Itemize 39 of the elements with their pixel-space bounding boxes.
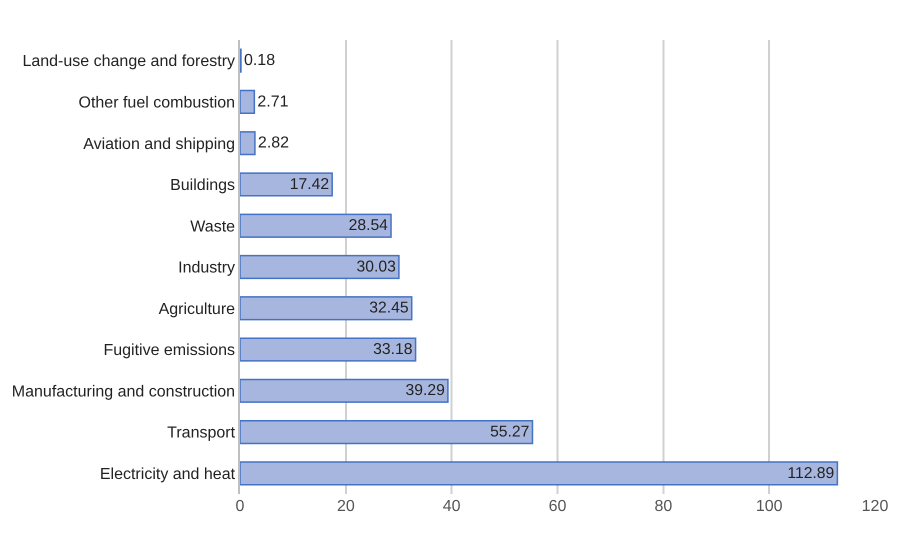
bar [240, 214, 392, 238]
x-tick-label: 100 [756, 498, 783, 515]
data-label: 32.45 [369, 300, 409, 317]
data-label: 2.82 [258, 134, 290, 152]
data-label: 33.18 [373, 340, 413, 358]
bar [240, 296, 412, 320]
bar [240, 378, 449, 403]
y-tick-label: Land-use change and forestry [22, 53, 236, 70]
y-tick-label: Waste [190, 218, 236, 236]
x-tick-label: 20 [336, 498, 355, 515]
y-tick-label: Aviation and shipping [83, 136, 236, 153]
data-label: 2.71 [257, 93, 289, 110]
data-label: 30.03 [356, 258, 396, 276]
x-tick-label: 0 [236, 498, 245, 515]
y-tick-label: Fugitive emissions [103, 342, 236, 360]
y-tick-label: Buildings [170, 177, 236, 194]
data-label: 0.18 [244, 52, 276, 70]
data-label: 55.27 [490, 424, 530, 441]
bar [240, 461, 838, 486]
y-tick-label: Manufacturing and construction [12, 383, 236, 400]
bar [240, 254, 400, 280]
data-label: 112.89 [787, 464, 834, 482]
y-tick-label: Electricity and heat [100, 466, 236, 483]
y-tick-label: Transport [167, 424, 236, 442]
y-tick-label: Industry [178, 260, 236, 277]
y-tick-label: Other fuel combustion [78, 94, 236, 112]
bar [240, 420, 534, 444]
x-tick-label: 120 [862, 498, 888, 515]
data-label: 28.54 [348, 217, 388, 234]
x-tick-label: 80 [654, 498, 672, 515]
data-label: 39.29 [406, 382, 445, 400]
bar [240, 90, 256, 114]
x-tick-label: 40 [442, 498, 461, 515]
bar [240, 337, 416, 362]
data-label: 17.42 [290, 176, 330, 193]
bar [240, 131, 256, 156]
x-tick-label: 60 [548, 498, 566, 515]
y-tick-label: Agriculture [158, 300, 236, 318]
bar [240, 172, 333, 197]
